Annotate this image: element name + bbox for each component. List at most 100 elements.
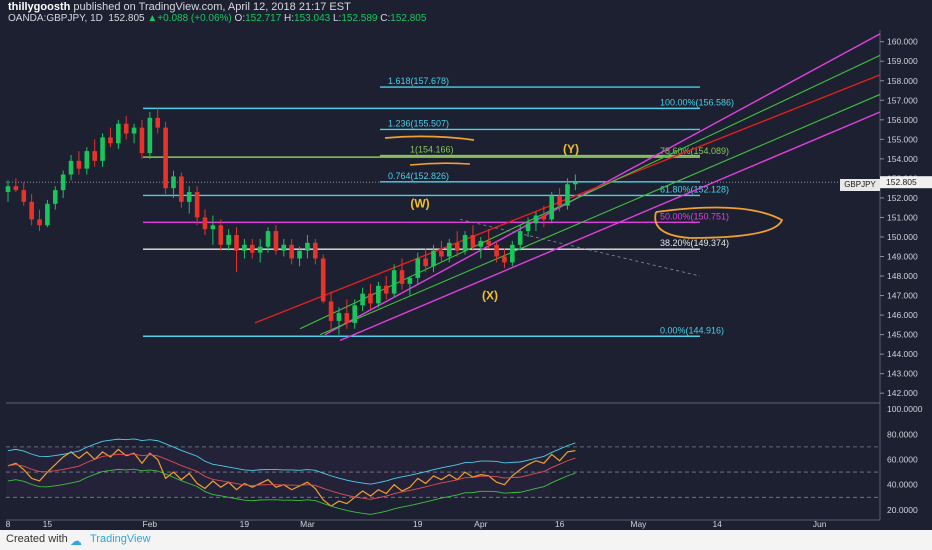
candle-body (21, 190, 27, 202)
candle-body (108, 137, 113, 144)
channel-line (459, 219, 701, 277)
open-value: 152.717 (245, 13, 282, 24)
price-tick-label: 146.000 (887, 310, 918, 320)
candle-body (320, 258, 326, 302)
candle-body (273, 231, 279, 251)
candle-body (305, 242, 310, 251)
rsi-tick-label: 60.0000 (887, 454, 918, 464)
symbol-info: OANDA:GBPJPY, 1D (8, 13, 103, 24)
price-tick-label: 155.000 (887, 134, 918, 144)
candle-body (100, 137, 105, 161)
wave-label: (Y) (563, 142, 579, 156)
last-price: 152.805 (108, 13, 145, 24)
rsi-upper-band (7, 438, 576, 485)
low-value: 152.589 (341, 13, 378, 24)
time-tick-label: May (630, 519, 647, 529)
fib-level-label: 1.236(155.507) (388, 118, 449, 128)
candle-body (525, 223, 531, 232)
candle-body (68, 160, 74, 175)
candle-body (383, 285, 389, 294)
candle-body (446, 242, 452, 257)
wave-label: (X) (482, 288, 498, 302)
close-value: 152.805 (390, 13, 427, 24)
candle-body (242, 244, 247, 251)
price-tick-label: 157.000 (887, 95, 918, 105)
fib-level-label: 1.618(157.678) (388, 76, 449, 86)
candle-body (257, 246, 263, 253)
time-tick-label: Apr (474, 519, 487, 529)
rsi-tick-label: 20.0000 (887, 505, 918, 515)
price-tick-label: 159.000 (887, 56, 918, 66)
time-tick-label: 19 (240, 519, 250, 529)
candle-body (439, 250, 444, 257)
footer-bar: Created with ☁ TradingView (0, 530, 932, 550)
candle-body (454, 242, 460, 251)
candle-body (218, 225, 224, 245)
fib-level-label: 61.80%(152.128) (660, 184, 729, 194)
candle-body (407, 277, 413, 284)
open-label: O: (234, 13, 246, 24)
candle-body (265, 231, 271, 247)
candle-body (234, 235, 239, 251)
candle-body (139, 127, 145, 154)
candle-body (391, 270, 397, 294)
price-tick-label: 151.000 (887, 212, 918, 222)
candle-body (344, 313, 350, 323)
price-tick-label: 158.000 (887, 76, 918, 86)
price-change: +0.088 (+0.06%) (157, 13, 232, 24)
brand-link[interactable]: TradingView (90, 533, 151, 545)
current-price-symbol-badge: GBPJPY (840, 179, 880, 191)
rsi-tick-label: 80.0000 (887, 429, 918, 439)
channel-line (339, 111, 881, 342)
rsi-line (7, 448, 576, 507)
candle-body (336, 313, 342, 321)
candle-body (147, 117, 153, 154)
price-tick-label: 145.000 (887, 330, 918, 340)
price-tick-label: 144.000 (887, 349, 918, 359)
price-tick-label: 160.000 (887, 37, 918, 47)
candle-body (376, 285, 381, 304)
candle-body (573, 182, 578, 185)
price-chart[interactable]: 1.618(157.678) 100.00%(156.586) 1.236(155.… (0, 0, 932, 530)
candle-body (360, 293, 365, 306)
candle-body (281, 244, 287, 251)
price-tick-label: 149.000 (887, 252, 918, 262)
channel-line (299, 54, 881, 330)
underline-annotation (409, 162, 471, 166)
candle-body (123, 123, 129, 134)
fib-level-label: 1(154.166) (410, 145, 454, 155)
candle-body (478, 240, 484, 247)
candle-body (431, 250, 436, 267)
rsi-lower-band (7, 468, 576, 515)
candle-body (517, 231, 523, 245)
candle-body (171, 176, 176, 189)
price-tick-label: 147.000 (887, 291, 918, 301)
created-with-label: Created with (6, 533, 68, 545)
candle-body (289, 244, 294, 259)
author-name[interactable]: thillygoosth (8, 1, 71, 13)
candle-body (13, 186, 19, 191)
candle-body (313, 242, 318, 259)
time-tick-label: 15 (43, 519, 53, 529)
publish-info: published on TradingView.com, April 12, … (73, 1, 351, 13)
channel-line (324, 33, 881, 336)
candle-body (76, 160, 82, 169)
fib-level-label: 50.00%(150.751) (660, 211, 729, 221)
time-tick-label: 16 (555, 519, 565, 529)
candle-body (462, 235, 468, 251)
fib-level-label: 38.20%(149.374) (660, 238, 729, 248)
candle-body (5, 186, 11, 193)
up-arrow-icon: ▲ (147, 13, 158, 24)
time-tick-label: 8 (6, 519, 11, 529)
time-tick-label: Mar (300, 519, 315, 529)
candle-body (202, 217, 208, 230)
price-tick-label: 150.000 (887, 232, 918, 242)
candle-body (297, 250, 302, 259)
candle-body (557, 195, 562, 206)
candle-body (194, 192, 200, 218)
current-price-label: 152.805 (886, 177, 917, 187)
price-tick-label: 154.000 (887, 154, 918, 164)
high-value: 153.043 (294, 13, 331, 24)
fib-level-label: 78.60%(154.089) (660, 146, 729, 156)
